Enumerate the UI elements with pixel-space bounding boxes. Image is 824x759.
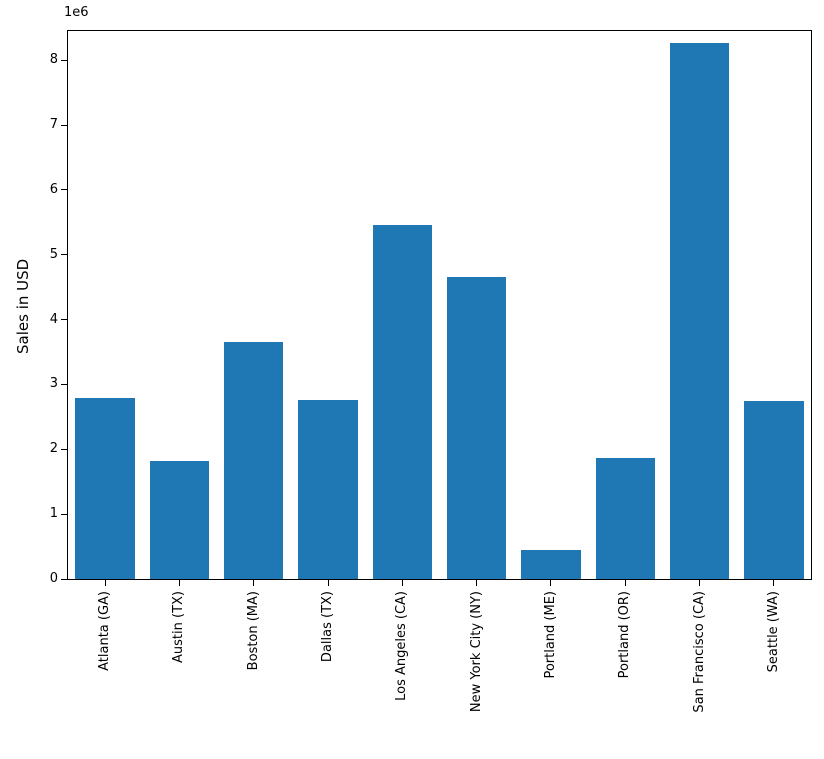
x-tick-mark	[476, 580, 478, 586]
bar	[149, 461, 210, 579]
x-tick-mark	[253, 580, 255, 586]
y-tick-mark	[61, 319, 67, 321]
x-tick-mark	[327, 580, 329, 586]
y-tick-mark	[61, 448, 67, 450]
bar	[744, 400, 804, 579]
bar	[372, 225, 433, 579]
x-tick-label: Portland (OR)	[617, 591, 633, 679]
x-ticks-layer: Atlanta (GA) Austin (TX) Boston (MA) Dallas…	[68, 31, 811, 713]
x-tick-label: Los Angeles (CA)	[394, 591, 410, 701]
y-tick-mark	[61, 578, 67, 580]
x-tick-label: New York City (NY)	[468, 591, 484, 713]
x-tick-mark	[624, 580, 626, 586]
x-tick-mark	[699, 580, 701, 586]
x-tick-mark	[104, 580, 106, 586]
bar	[595, 457, 655, 579]
y-ticks-layer: 0 1 2 3 4 5 6 7 8	[50, 31, 811, 586]
x-tick-label: Seattle (WA)	[765, 591, 781, 673]
x-tick-label: Portland (ME)	[542, 591, 558, 679]
x-tick-label: Boston (MA)	[245, 591, 261, 671]
y-tick-mark	[61, 513, 67, 515]
y-tick-label: 7	[49, 117, 58, 133]
y-tick-mark	[61, 189, 67, 191]
x-tick-label: Dallas (TX)	[320, 591, 336, 663]
bar	[298, 399, 358, 579]
y-axis-offset-label: 1e6	[64, 5, 89, 20]
x-tick-mark	[550, 580, 552, 586]
bar	[669, 43, 730, 579]
y-tick-label: 2	[49, 441, 58, 457]
x-tick-label: Atlanta (GA)	[97, 591, 113, 671]
bar	[224, 341, 284, 579]
x-tick-label: Austin (TX)	[171, 591, 187, 663]
x-tick-mark	[773, 580, 775, 586]
bars-layer	[68, 31, 811, 579]
bar	[446, 276, 507, 579]
y-tick-label: 4	[49, 311, 58, 327]
x-tick-label: San Francisco (CA)	[691, 591, 707, 713]
y-tick-label: 3	[49, 376, 58, 392]
x-tick-mark	[401, 580, 403, 586]
y-tick-label: 5	[49, 246, 58, 262]
x-tick-mark	[178, 580, 180, 586]
y-axis-title: Sales in USD	[14, 258, 32, 354]
y-tick-label: 0	[49, 571, 58, 586]
y-tick-mark	[61, 59, 67, 61]
plot-area: 0 1 2 3 4 5 6 7 8 Atlanta (GA) Austin (TX) Boston …	[50, 30, 812, 713]
y-tick-mark	[61, 254, 67, 256]
y-tick-label: 8	[49, 52, 58, 68]
bar	[521, 549, 581, 579]
y-tick-mark	[61, 124, 67, 126]
y-tick-mark	[61, 383, 67, 385]
y-tick-label: 1	[49, 506, 58, 522]
bar	[75, 397, 135, 579]
y-tick-label: 6	[49, 181, 58, 197]
